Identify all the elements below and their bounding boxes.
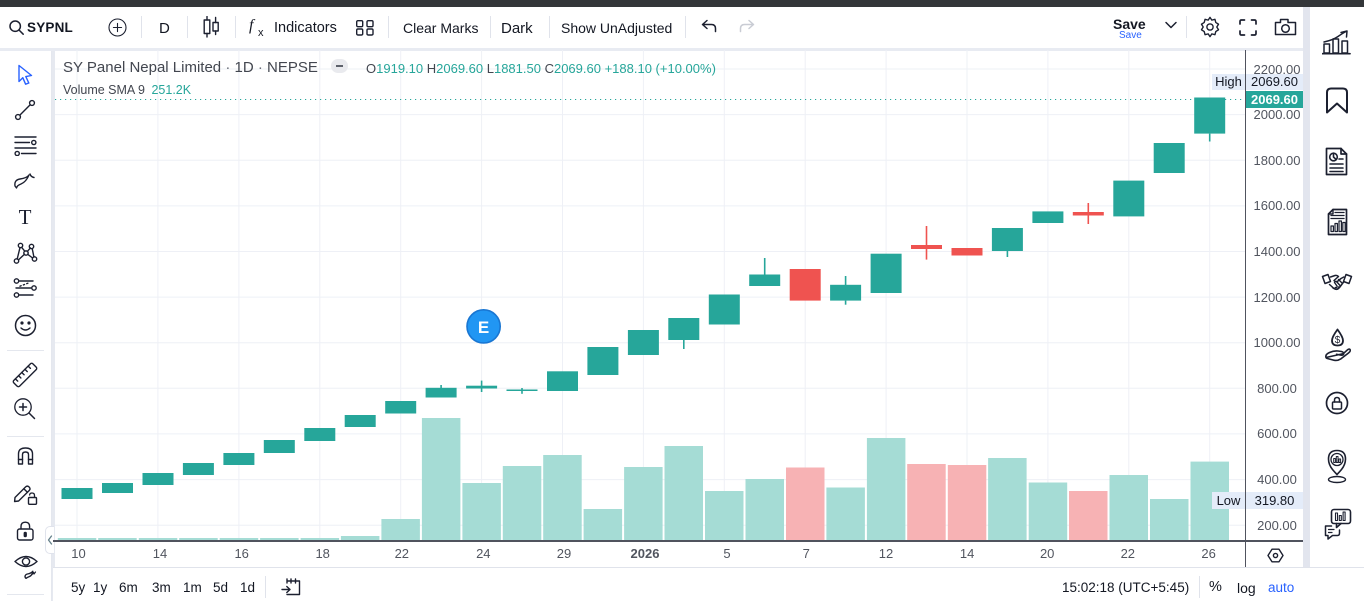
svg-text:f: f	[249, 17, 256, 34]
svg-text:$: $	[1335, 335, 1341, 346]
svg-text:T: T	[19, 206, 32, 228]
svg-text:E: E	[478, 318, 489, 337]
svg-text:x: x	[258, 27, 264, 38]
